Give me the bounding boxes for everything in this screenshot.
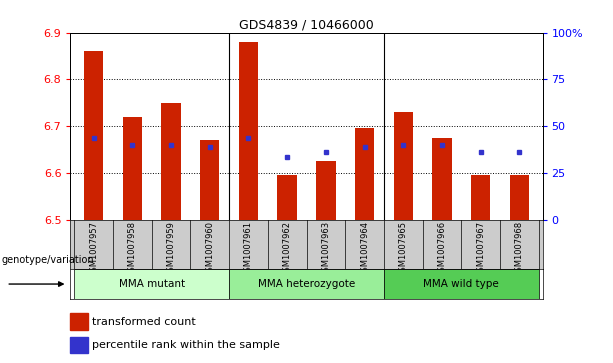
Text: GSM1007961: GSM1007961 (244, 221, 253, 277)
Bar (432, 138, 452, 220)
Text: GSM1007963: GSM1007963 (321, 221, 330, 277)
Text: GSM1007968: GSM1007968 (515, 221, 524, 277)
Bar (70, 337, 88, 354)
Bar (161, 103, 181, 220)
Text: GSM1007957: GSM1007957 (89, 221, 98, 277)
Text: MMA heterozygote: MMA heterozygote (258, 279, 355, 289)
Text: GSM1007958: GSM1007958 (128, 221, 137, 277)
Text: GSM1007966: GSM1007966 (438, 221, 446, 277)
Bar (70, 313, 88, 330)
Text: GSM1007962: GSM1007962 (283, 221, 292, 277)
Bar (74, 269, 229, 299)
Bar (200, 140, 219, 220)
Bar (471, 175, 490, 220)
Text: GSM1007967: GSM1007967 (476, 221, 485, 277)
Text: GSM1007965: GSM1007965 (398, 221, 408, 277)
Bar (509, 175, 529, 220)
Text: percentile rank within the sample: percentile rank within the sample (92, 340, 280, 350)
Text: GSM1007960: GSM1007960 (205, 221, 215, 277)
Bar (239, 42, 258, 220)
Bar (384, 269, 539, 299)
Text: MMA mutant: MMA mutant (119, 279, 185, 289)
Bar (355, 129, 374, 220)
Bar (394, 112, 413, 220)
Title: GDS4839 / 10466000: GDS4839 / 10466000 (239, 19, 374, 32)
Text: transformed count: transformed count (92, 317, 196, 327)
Text: genotype/variation: genotype/variation (1, 255, 94, 265)
Bar (123, 117, 142, 220)
Text: GSM1007964: GSM1007964 (360, 221, 369, 277)
Bar (316, 161, 335, 220)
Bar (84, 51, 104, 220)
Bar (278, 175, 297, 220)
Text: GSM1007959: GSM1007959 (167, 221, 175, 277)
Text: MMA wild type: MMA wild type (424, 279, 499, 289)
Bar (229, 269, 384, 299)
